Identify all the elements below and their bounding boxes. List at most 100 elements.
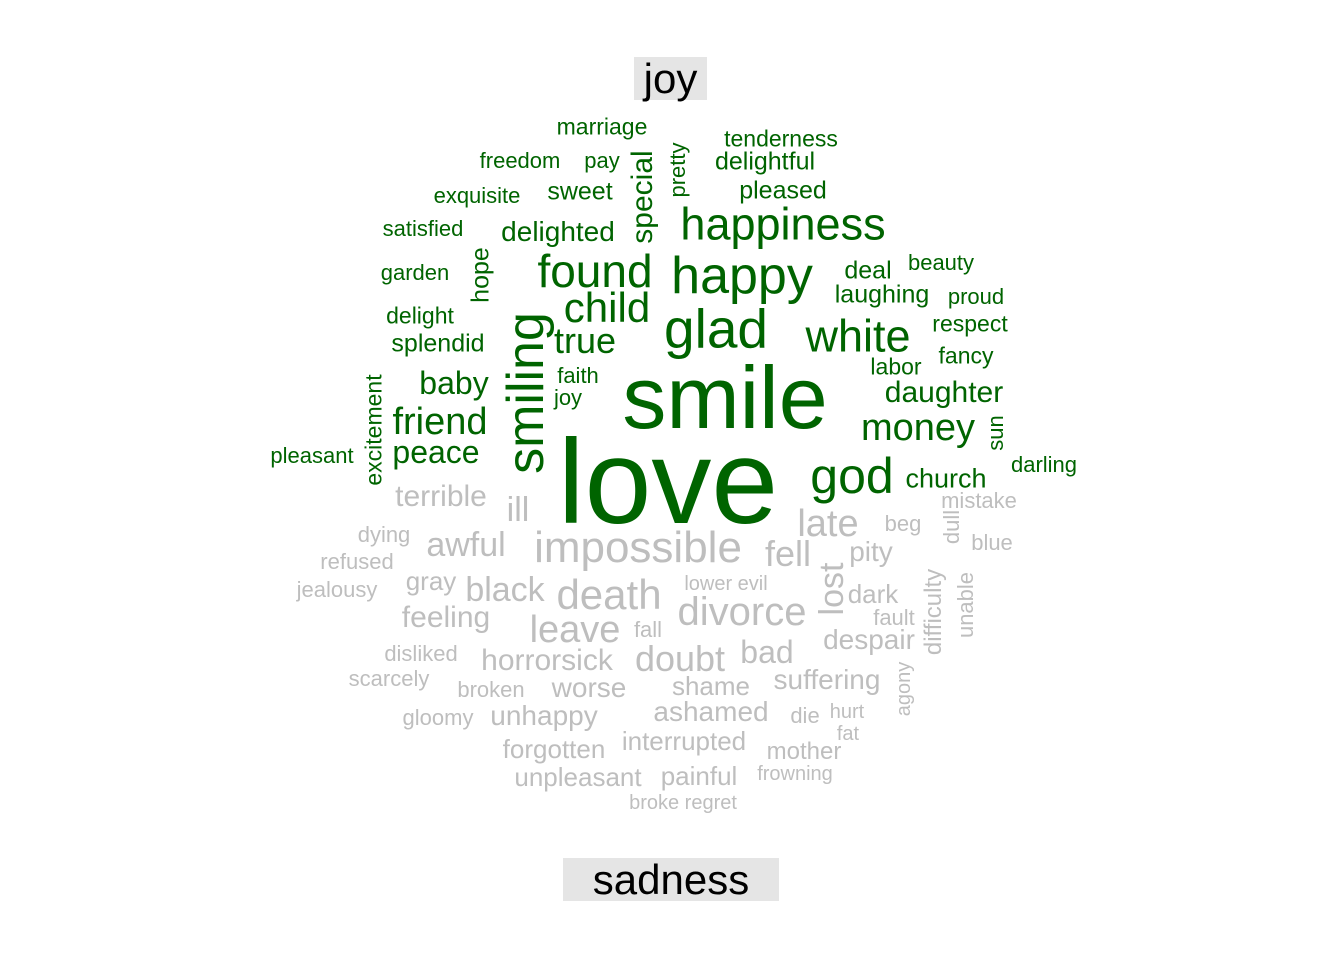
joy-word-laughing: laughing: [834, 280, 930, 309]
sadness-word-gray: gray: [405, 566, 457, 596]
joy-word-happy: happy: [671, 247, 813, 305]
sadness-word-refused: refused: [320, 549, 394, 574]
joy-word-marriage: marriage: [556, 113, 648, 140]
joy-word-excitement: excitement: [360, 374, 387, 486]
sadness-word-lower-evil: lower evil: [684, 573, 768, 595]
sadness-word-disliked: disliked: [384, 641, 458, 666]
joy-word-tenderness: tenderness: [724, 125, 838, 152]
sadness-word-gloomy: gloomy: [402, 705, 474, 730]
sadness-word-fall: fall: [633, 617, 663, 642]
joy-word-respect: respect: [932, 310, 1008, 337]
sadness-word-painful: painful: [660, 761, 738, 791]
sadness-group-label: sadness: [563, 858, 779, 901]
sadness-word-late: late: [797, 503, 859, 545]
sadness-word-scarcely: scarcely: [348, 666, 430, 691]
sadness-word-fell: fell: [764, 533, 812, 574]
joy-word-church: church: [905, 463, 987, 494]
sadness-word-suffering: suffering: [773, 664, 881, 695]
sadness-word-doubt: doubt: [634, 638, 726, 679]
joy-word-freedom: freedom: [479, 148, 561, 173]
sadness-word-death: death: [556, 571, 662, 618]
sadness-word-ashamed: ashamed: [653, 696, 769, 727]
sadness-word-fat: fat: [836, 723, 860, 745]
sadness-word-unable: unable: [953, 571, 978, 639]
joy-word-delighted: delighted: [501, 216, 615, 247]
sadness-word-lost: lost: [813, 562, 851, 616]
sadness-word-forgotten: forgotten: [502, 734, 606, 764]
joy-word-sun: sun: [983, 415, 1008, 451]
sadness-word-difficulty: difficulty: [920, 568, 947, 656]
joy-word-splendid: splendid: [391, 329, 485, 358]
joy-word-friend: friend: [392, 401, 488, 443]
sadness-word-bad: bad: [740, 634, 794, 670]
sadness-word-mistake: mistake: [941, 488, 1017, 513]
sadness-word-dull: dull: [939, 509, 964, 545]
sadness-word-mother: mother: [766, 738, 842, 765]
sadness-word-beg: beg: [884, 511, 922, 536]
joy-word-glad: glad: [664, 297, 768, 360]
sadness-word-horrorsick: horrorsick: [481, 644, 613, 677]
sadness-word-black: black: [465, 571, 545, 609]
sadness-word-blue: blue: [971, 530, 1013, 555]
sadness-word-ill: ill: [506, 491, 530, 529]
joy-word-proud: proud: [947, 284, 1005, 309]
sadness-word-broken: broken: [457, 677, 525, 702]
sadness-word-agony: agony: [893, 661, 915, 717]
joy-word-beauty: beauty: [907, 250, 975, 275]
joy-word-fancy: fancy: [938, 342, 994, 369]
joy-word-happiness: happiness: [680, 198, 886, 250]
sadness-word-pity: pity: [849, 536, 893, 567]
joy-group-label: joy: [634, 57, 707, 100]
joy-word-money: money: [860, 407, 976, 449]
joy-word-delightful: delightful: [714, 147, 816, 176]
sadness-word-terrible: terrible: [395, 480, 487, 513]
joy-word-true: true: [553, 320, 617, 361]
sadness-word-feeling: feeling: [401, 601, 491, 634]
sadness-word-dying: dying: [357, 522, 411, 547]
sadness-word-die: die: [790, 703, 820, 728]
sadness-word-dark: dark: [847, 579, 899, 609]
sadness-word-worse: worse: [551, 672, 627, 703]
joy-word-faith: faith: [557, 363, 599, 388]
sadness-word-interrupted: interrupted: [621, 726, 747, 756]
joy-word-pay: pay: [584, 148, 620, 173]
sadness-word-shame: shame: [671, 671, 751, 701]
joy-word-exquisite: exquisite: [433, 183, 521, 208]
sadness-word-unpleasant: unpleasant: [514, 762, 642, 792]
joy-word-garden: garden: [380, 260, 450, 285]
sadness-word-unhappy: unhappy: [490, 700, 598, 731]
sadness-word-divorce: divorce: [677, 590, 807, 634]
joy-word-labor: labor: [870, 353, 922, 380]
joy-word-peace: peace: [392, 434, 480, 470]
joy-word-god: god: [810, 448, 894, 504]
sadness-word-broke-regret: broke regret: [629, 792, 737, 814]
joy-word-satisfied: satisfied: [382, 216, 464, 241]
sadness-word-hurt: hurt: [829, 701, 865, 723]
joy-word-deal: deal: [844, 256, 892, 285]
joy-word-joy: joy: [553, 385, 583, 410]
joy-word-baby: baby: [419, 365, 489, 401]
joy-word-white: white: [805, 310, 911, 362]
joy-word-pleasant: pleasant: [270, 443, 354, 468]
sadness-word-frowning: frowning: [757, 763, 833, 785]
sadness-word-leave: leave: [529, 609, 621, 651]
joy-word-delight: delight: [386, 302, 454, 329]
joy-word-found: found: [537, 245, 653, 297]
sadness-word-despair: despair: [823, 624, 915, 655]
joy-word-smile: smile: [622, 348, 828, 447]
sadness-word-impossible: impossible: [534, 523, 742, 572]
sadness-word-awful: awful: [426, 526, 506, 564]
joy-word-smiling: smiling: [497, 312, 555, 474]
sadness-word-jealousy: jealousy: [296, 577, 378, 602]
joy-word-love: love: [557, 415, 779, 549]
joy-word-child: child: [563, 284, 651, 331]
joy-word-sweet: sweet: [547, 177, 613, 206]
joy-word-special: special: [626, 150, 659, 244]
joy-word-pretty: pretty: [665, 142, 690, 198]
joy-word-darling: darling: [1010, 452, 1078, 477]
joy-word-pleased: pleased: [739, 176, 827, 205]
joy-word-hope: hope: [466, 247, 495, 303]
joy-word-daughter: daughter: [884, 376, 1004, 409]
sadness-word-fault: fault: [873, 605, 915, 630]
